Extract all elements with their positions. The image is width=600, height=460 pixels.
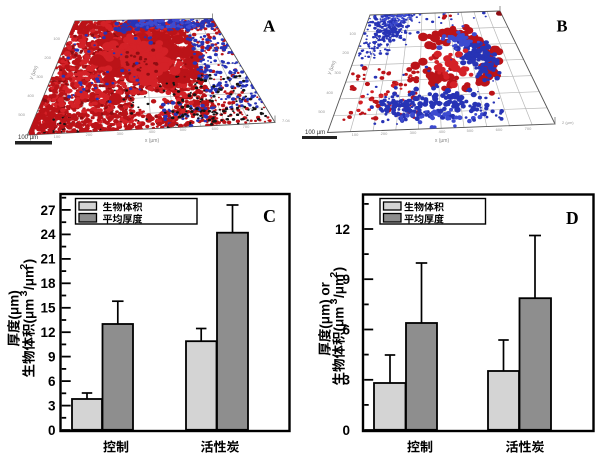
svg-text:2: 2 <box>328 272 340 278</box>
svg-text:): ) <box>332 267 347 272</box>
svg-text:24: 24 <box>40 227 56 242</box>
svg-text:400: 400 <box>326 90 333 95</box>
svg-text:300: 300 <box>117 131 124 136</box>
svg-text:200: 200 <box>342 50 349 55</box>
svg-text:2: 2 <box>18 264 30 270</box>
svg-text:18: 18 <box>40 276 56 291</box>
svg-text:300: 300 <box>410 130 417 135</box>
svg-text:100: 100 <box>349 31 356 36</box>
svg-text:12: 12 <box>335 222 350 237</box>
svg-text:3: 3 <box>18 290 30 296</box>
svg-text:500: 500 <box>318 109 325 114</box>
svg-text:100: 100 <box>352 132 359 137</box>
svg-text:3: 3 <box>342 373 350 388</box>
svg-text:6: 6 <box>342 322 350 337</box>
svg-text:C: C <box>263 206 276 226</box>
svg-text:21: 21 <box>40 252 56 267</box>
svg-text:0: 0 <box>48 423 56 438</box>
svg-text:700: 700 <box>243 124 250 129</box>
svg-text:15: 15 <box>40 301 56 316</box>
svg-text:9: 9 <box>48 349 56 364</box>
svg-text:400: 400 <box>149 129 156 134</box>
svg-text:300: 300 <box>334 70 341 75</box>
svg-text:(μm: (μm <box>22 299 37 324</box>
svg-text:2 (µm): 2 (µm) <box>562 120 574 125</box>
svg-text:7.04: 7.04 <box>282 118 291 123</box>
svg-text:9: 9 <box>342 272 350 287</box>
svg-text:500: 500 <box>18 112 25 117</box>
svg-text:x (µm): x (µm) <box>435 138 450 144</box>
svg-text:0: 0 <box>342 423 350 438</box>
svg-text:x (µm): x (µm) <box>145 138 160 144</box>
svg-text:3: 3 <box>48 398 56 413</box>
svg-text:500: 500 <box>180 127 187 132</box>
svg-text:100 µm: 100 µm <box>305 130 325 136</box>
svg-text:400: 400 <box>27 93 34 98</box>
svg-text:500: 500 <box>467 128 474 133</box>
svg-text:B: B <box>557 16 568 35</box>
svg-text:3: 3 <box>328 298 340 304</box>
svg-text:400: 400 <box>439 129 446 134</box>
svg-text:100: 100 <box>54 134 61 139</box>
svg-text:100: 100 <box>53 36 60 41</box>
svg-text:200: 200 <box>86 132 93 137</box>
svg-text:600: 600 <box>212 126 219 131</box>
svg-text:200: 200 <box>44 55 51 60</box>
svg-text:200: 200 <box>381 131 388 136</box>
svg-text:100 µm: 100 µm <box>18 135 38 141</box>
svg-text:): ) <box>22 259 37 264</box>
svg-text:600: 600 <box>496 127 503 132</box>
svg-text:D: D <box>566 208 579 228</box>
svg-text:12: 12 <box>40 325 55 340</box>
svg-text:A: A <box>263 17 276 36</box>
svg-text:300: 300 <box>36 74 43 79</box>
svg-text:700: 700 <box>525 126 532 131</box>
svg-text:6: 6 <box>48 374 56 389</box>
svg-text:27: 27 <box>40 203 55 218</box>
